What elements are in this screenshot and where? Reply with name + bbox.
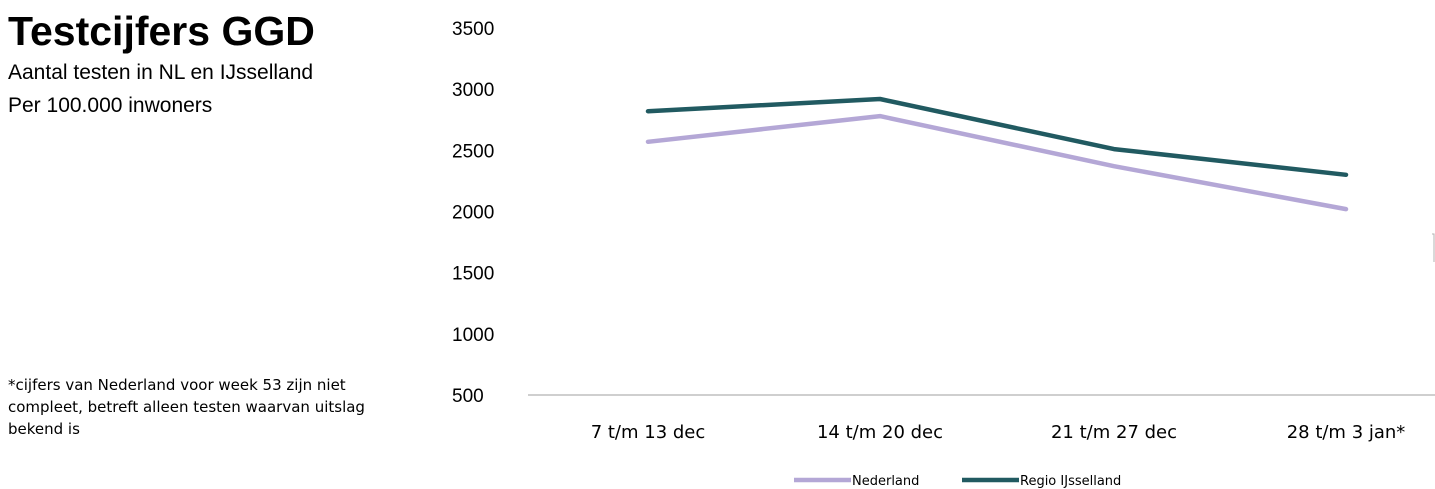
y-tick-label: 2000 [452, 203, 494, 224]
cropped-decoration-mark [1432, 234, 1434, 262]
y-tick-label: 1000 [452, 325, 494, 346]
y-tick-label: 1500 [452, 264, 494, 285]
series-lines [648, 99, 1346, 209]
x-tick-label: 21 t/m 27 dec [1051, 422, 1177, 443]
x-tick-label: 28 t/m 3 jan* [1287, 422, 1406, 443]
legend-label: Nederland [852, 474, 919, 489]
y-axis-tick-labels: 500 1000 1500 2000 2500 3000 3500 [452, 19, 494, 407]
legend-label: Regio IJsselland [1020, 474, 1121, 489]
legend: Nederland Regio IJsselland [794, 474, 1121, 489]
y-tick-label: 500 [452, 386, 484, 407]
x-tick-label: 14 t/m 20 dec [817, 422, 943, 443]
y-tick-label: 3000 [452, 80, 494, 101]
x-axis-tick-labels: 7 t/m 13 dec 14 t/m 20 dec 21 t/m 27 dec 28… [591, 422, 1406, 443]
y-tick-label: 2500 [452, 141, 494, 162]
x-tick-label: 7 t/m 13 dec [591, 422, 706, 443]
series-line-regio-ijsselland [648, 99, 1346, 175]
y-tick-label: 3500 [452, 19, 494, 40]
